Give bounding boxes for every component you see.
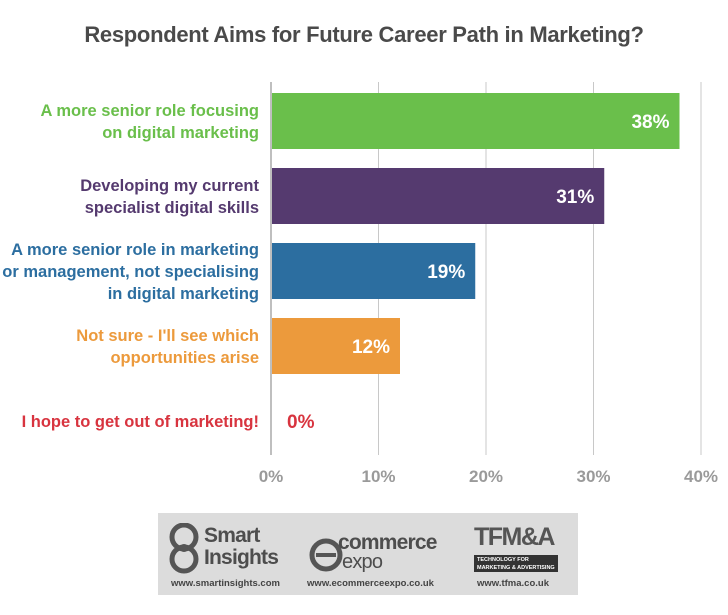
bar bbox=[272, 93, 680, 149]
category-label: Developing my current specialist digital … bbox=[80, 177, 259, 217]
tfma-url: www.tfma.co.uk bbox=[477, 578, 549, 589]
x-tick-label: 40% bbox=[684, 467, 718, 486]
category-label: A more senior role in marketing or manage… bbox=[2, 241, 259, 303]
smart-insights-line1: Smart bbox=[204, 524, 260, 547]
bar bbox=[272, 168, 605, 224]
bar-value-label: 12% bbox=[352, 337, 390, 358]
x-tick-label: 0% bbox=[259, 467, 284, 486]
bar-value-label: 38% bbox=[631, 112, 669, 133]
x-axis-ticks: 0% 10% 20% 30% 40% bbox=[259, 467, 718, 486]
bar-value-label: 19% bbox=[427, 262, 465, 283]
x-tick-label: 20% bbox=[469, 467, 503, 486]
ecommerce-e-icon bbox=[309, 538, 343, 572]
ecommerce-word: commerce bbox=[338, 531, 437, 554]
ecommerce-expo-url: www.ecommerceexpo.co.uk bbox=[307, 578, 434, 589]
category-label: I hope to get out of marketing! bbox=[22, 413, 259, 431]
bar bbox=[272, 318, 400, 374]
smart-insights-url: www.smartinsights.com bbox=[171, 578, 280, 589]
x-tick-label: 10% bbox=[361, 467, 395, 486]
category-label: Not sure - I'll see which opportunities a… bbox=[76, 327, 259, 367]
sponsor-footer: Smart Insights www.smartinsights.com com… bbox=[158, 513, 578, 595]
category-label: A more senior role focusing on digital ma… bbox=[40, 102, 259, 142]
bar-value-label: 0% bbox=[287, 412, 315, 433]
tfma-tagline: TECHNOLOGY FOR MARKETING & ADVERTISING bbox=[474, 555, 558, 572]
bar-chart: A more senior role focusing on digital ma… bbox=[2, 82, 718, 486]
smart-insights-line2: Insights bbox=[204, 546, 279, 569]
bar-value-label: 31% bbox=[556, 187, 594, 208]
tfma-logo: TFM&A TECHNOLOGY FOR MARKETING & ADVERTI… bbox=[448, 519, 578, 591]
tfma-wordmark: TFM&A bbox=[474, 523, 555, 551]
ecommerce-expo-logo: commerce expo www.ecommerceexpo.co.uk bbox=[298, 519, 443, 591]
category-labels: A more senior role focusing on digital ma… bbox=[2, 102, 259, 431]
chart-title: Respondent Aims for Future Career Path i… bbox=[84, 22, 644, 47]
smart-insights-icon bbox=[169, 523, 199, 574]
bars bbox=[272, 93, 680, 374]
expo-word: expo bbox=[342, 551, 383, 573]
smart-insights-logo: Smart Insights www.smartinsights.com bbox=[158, 519, 293, 591]
bar bbox=[272, 243, 476, 299]
x-tick-label: 30% bbox=[576, 467, 610, 486]
value-labels: 38% 31% 19% 12% 0% bbox=[287, 112, 670, 433]
